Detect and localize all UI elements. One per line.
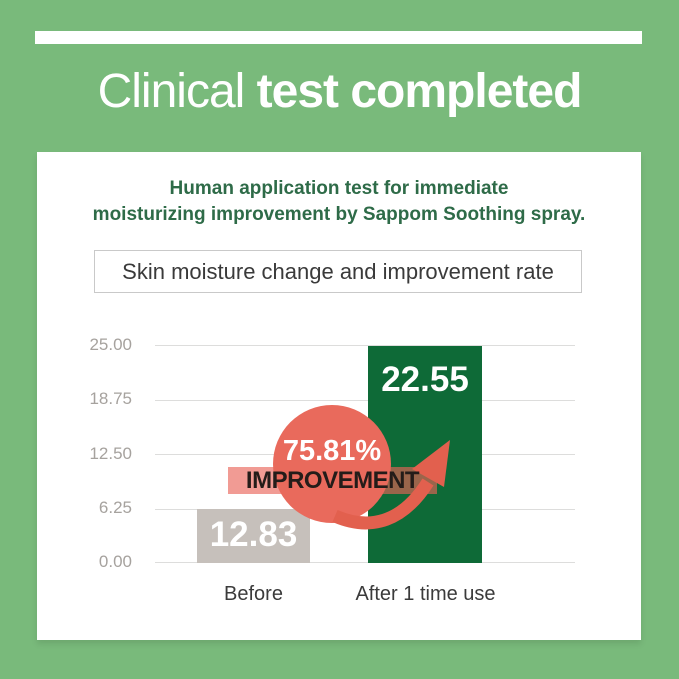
clinical-test-card: Human application test for immediate mois… <box>37 152 641 640</box>
bar-before: 12.83 <box>197 508 310 563</box>
y-axis-tick: 6.25 <box>98 498 132 517</box>
y-axis-tick: 18.75 <box>89 389 132 408</box>
gridline <box>155 562 575 563</box>
gridline <box>155 345 575 346</box>
x-label-after: After 1 time use <box>355 583 496 605</box>
y-axis-tick: 12.50 <box>89 444 132 463</box>
improvement-percent: 75.81% <box>282 435 382 467</box>
test-description: Human application test for immediate mois… <box>37 176 641 228</box>
page-title: Clinical test completed <box>0 64 679 119</box>
top-divider-bar <box>35 31 642 44</box>
page-title-light: Clinical <box>97 65 257 118</box>
test-description-line2: moisturizing improvement by Sappom Sooth… <box>92 204 586 225</box>
x-label-before: Before <box>224 583 283 605</box>
chart-title-box: Skin moisture change and improvement rat… <box>94 250 582 293</box>
gridline <box>155 399 575 401</box>
y-axis-tick: 25.00 <box>89 335 132 354</box>
improvement-label: IMPROVEMENT <box>245 467 420 494</box>
bar-value-before: 12.83 <box>209 514 298 554</box>
y-axis-tick: 0.00 <box>98 552 132 571</box>
test-description-line1: Human application test for immediate <box>169 178 509 199</box>
bar-value-after: 22.55 <box>381 360 469 400</box>
page-title-bold: test completed <box>256 65 583 118</box>
